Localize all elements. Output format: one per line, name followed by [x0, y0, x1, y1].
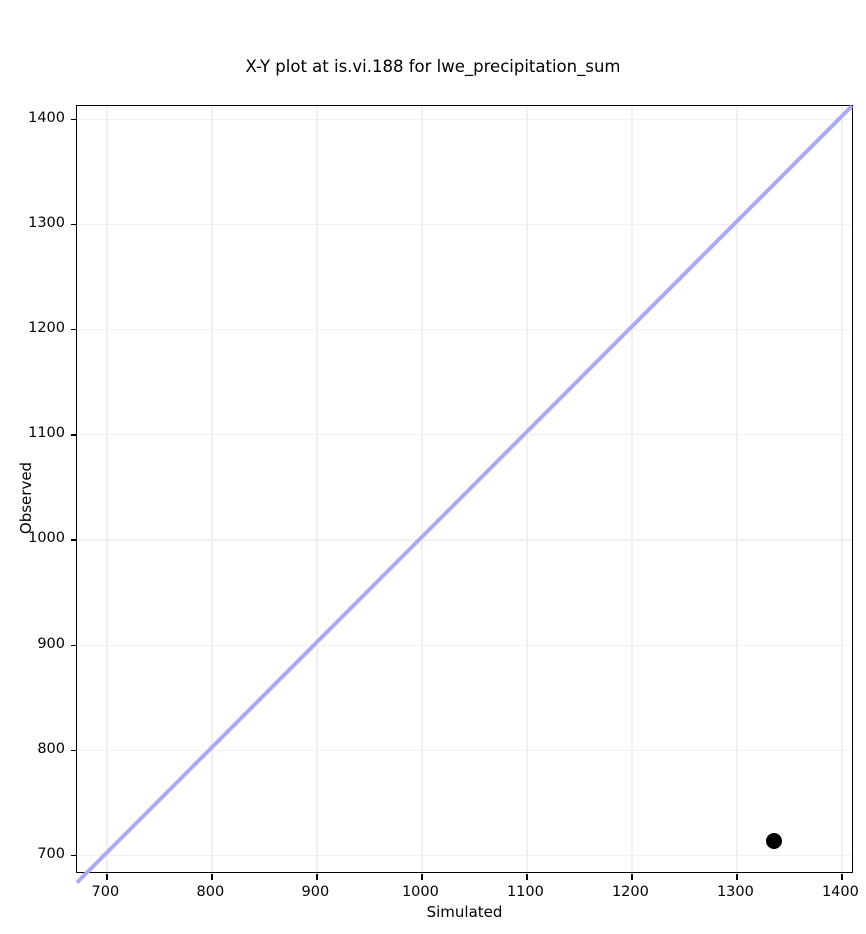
y-axis-tick-label: 800: [37, 740, 65, 757]
gridline-horizontal: [77, 434, 852, 436]
gridline-vertical: [631, 106, 633, 872]
y-axis-tick-label: 1400: [28, 109, 65, 126]
y-axis-tick-label: 700: [37, 846, 65, 863]
plot-area: [71, 104, 854, 884]
gridline-horizontal: [77, 749, 852, 752]
y-axis-tick-label: 1200: [28, 320, 65, 337]
gridline-vertical: [106, 106, 108, 872]
x-axis-tick-label: 1400: [821, 884, 859, 900]
x-axis-tick: [841, 874, 843, 880]
gridlines: [77, 106, 852, 872]
gridline-vertical: [316, 106, 318, 872]
chart-title-line-1: X-Y plot at is.vi.188 for lwe_precipitat…: [245, 57, 621, 76]
y-axis-tick: [71, 223, 77, 226]
gridline-horizontal: [77, 644, 852, 646]
gridline-horizontal: [77, 855, 852, 857]
y-axis-tick-label: 1000: [28, 530, 65, 547]
gridline-horizontal: [77, 329, 852, 331]
x-axis-tick-label: 1200: [611, 884, 649, 900]
one-to-one-reference-line: [75, 104, 854, 884]
x-axis-tick-label: 800: [196, 884, 225, 900]
data-point: [766, 833, 783, 850]
x-axis-tick-label: 1300: [716, 884, 754, 900]
x-axis-tick: [106, 874, 108, 880]
x-axis-tick: [736, 874, 738, 880]
y-axis-tick: [71, 855, 77, 857]
y-axis-tick: [71, 434, 77, 436]
y-axis-tick-label: 900: [37, 635, 65, 652]
gridline-vertical: [736, 106, 738, 872]
x-axis-tick-label: 900: [301, 884, 330, 900]
y-axis-label: Observed: [17, 461, 36, 535]
data-points-layer: [77, 106, 852, 872]
y-axis-tick: [71, 118, 77, 120]
y-axis-tick-label: 1300: [28, 214, 65, 231]
y-axis-tick: [71, 749, 77, 752]
x-axis-tick: [631, 874, 633, 880]
x-axis-tick: [526, 874, 528, 880]
y-axis-tick: [71, 329, 77, 331]
gridline-vertical: [526, 106, 528, 872]
x-axis-tick-label: 700: [91, 884, 120, 900]
gridline-horizontal: [77, 118, 852, 120]
x-axis-tick-label: 1100: [506, 884, 544, 900]
x-axis-label: Simulated: [426, 903, 503, 921]
y-axis-tick: [71, 539, 77, 541]
y-axis-tick-label: 1100: [28, 425, 65, 442]
x-axis-tick-label: 1000: [401, 884, 439, 900]
gridline-vertical: [841, 106, 843, 872]
gridline-horizontal: [77, 223, 852, 226]
x-axis-tick: [421, 874, 423, 880]
x-axis-tick: [211, 874, 213, 880]
x-axis-tick: [316, 874, 318, 880]
y-axis-tick: [71, 644, 77, 646]
reference-line-segment: [75, 104, 854, 884]
gridline-horizontal: [77, 539, 852, 541]
gridline-vertical: [211, 106, 213, 872]
gridline-vertical: [421, 106, 423, 872]
